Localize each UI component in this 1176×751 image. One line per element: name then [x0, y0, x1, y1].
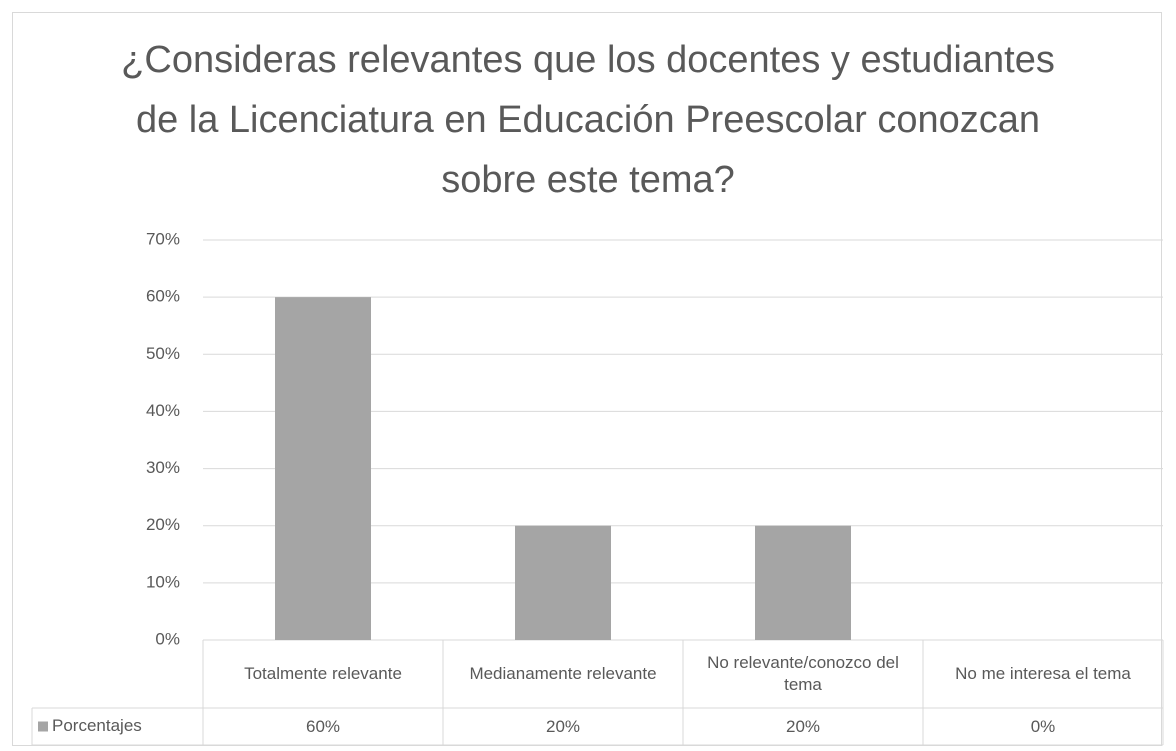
- category-label: Medianamente relevante: [469, 664, 657, 683]
- y-tick-label: 20%: [146, 515, 180, 534]
- bar: [515, 525, 611, 640]
- y-tick-label: 10%: [146, 572, 180, 591]
- bar: [275, 297, 371, 640]
- bar: [755, 525, 851, 640]
- y-tick-label: 40%: [146, 401, 180, 420]
- legend-label: Porcentajes: [52, 716, 142, 735]
- legend-swatch: [38, 721, 48, 732]
- y-tick-label: 50%: [146, 344, 180, 363]
- table-value: 60%: [305, 716, 341, 736]
- y-tick-label: 0%: [155, 629, 180, 648]
- category-label: No me interesa el tema: [955, 664, 1131, 683]
- table-value: 20%: [785, 716, 821, 736]
- y-tick-label: 30%: [146, 458, 180, 477]
- chart-title: ¿Consideras relevantes que los docentes …: [121, 39, 1055, 201]
- table-value: 20%: [545, 716, 581, 736]
- category-label: Totalmente relevante: [244, 664, 402, 683]
- category-label: No relevante/conozco del tema: [707, 653, 899, 694]
- y-tick-label: 70%: [146, 229, 180, 248]
- y-tick-label: 60%: [146, 287, 180, 306]
- table-value: 0%: [1030, 716, 1056, 736]
